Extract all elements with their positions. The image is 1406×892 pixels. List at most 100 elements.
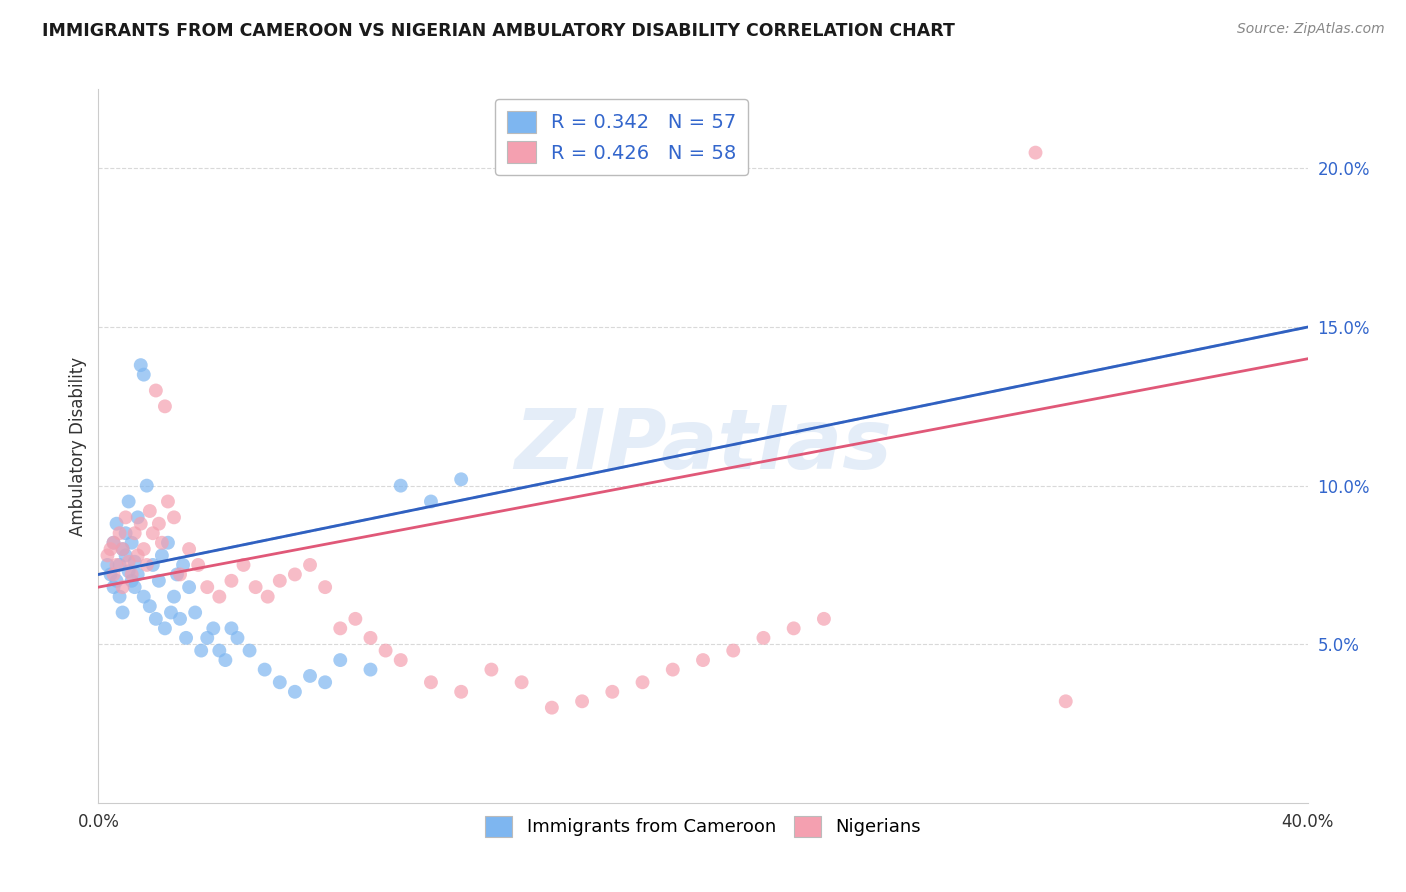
Point — [153, 400, 176, 414]
Point — [253, 663, 276, 677]
Point — [269, 574, 291, 588]
Point — [163, 510, 186, 524]
Point — [329, 621, 352, 635]
Point — [127, 549, 149, 563]
Point — [100, 567, 122, 582]
Point — [153, 621, 176, 635]
Point — [190, 643, 212, 657]
Point — [202, 621, 225, 635]
Point — [132, 542, 155, 557]
Point — [142, 558, 165, 572]
Point — [214, 653, 236, 667]
Point — [105, 558, 128, 572]
Point — [118, 494, 141, 508]
Point — [114, 526, 136, 541]
Point — [232, 558, 254, 572]
Point — [103, 535, 125, 549]
Point — [150, 535, 173, 549]
Point — [108, 558, 131, 572]
Point — [256, 590, 278, 604]
Point — [540, 700, 562, 714]
Point — [174, 631, 197, 645]
Point — [179, 580, 201, 594]
Point — [163, 590, 186, 604]
Point — [172, 558, 194, 572]
Point — [389, 653, 412, 667]
Point — [420, 675, 443, 690]
Point — [103, 580, 125, 594]
Point — [187, 558, 209, 572]
Point — [114, 549, 136, 563]
Point — [127, 567, 149, 582]
Point — [145, 612, 167, 626]
Point — [103, 535, 125, 549]
Point — [179, 542, 201, 557]
Point — [374, 643, 396, 657]
Point — [420, 494, 443, 508]
Point — [148, 516, 170, 531]
Text: IMMIGRANTS FROM CAMEROON VS NIGERIAN AMBULATORY DISABILITY CORRELATION CHART: IMMIGRANTS FROM CAMEROON VS NIGERIAN AMB… — [42, 22, 955, 40]
Point — [111, 542, 134, 557]
Point — [783, 621, 806, 635]
Point — [208, 643, 231, 657]
Point — [121, 574, 143, 588]
Point — [135, 478, 157, 492]
Y-axis label: Ambulatory Disability: Ambulatory Disability — [69, 357, 87, 535]
Point — [360, 663, 382, 677]
Point — [450, 685, 472, 699]
Point — [132, 590, 155, 604]
Point — [96, 549, 118, 563]
Point — [221, 574, 243, 588]
Point — [145, 384, 167, 398]
Point — [269, 675, 291, 690]
Point — [195, 631, 218, 645]
Point — [150, 549, 173, 563]
Point — [124, 526, 146, 541]
Point — [661, 663, 683, 677]
Point — [148, 574, 170, 588]
Point — [108, 526, 131, 541]
Point — [481, 663, 503, 677]
Point — [121, 567, 143, 582]
Point — [108, 590, 131, 604]
Point — [124, 555, 146, 569]
Point — [166, 567, 188, 582]
Point — [139, 504, 162, 518]
Point — [1024, 145, 1046, 160]
Point — [284, 567, 307, 582]
Point — [450, 472, 472, 486]
Point — [752, 631, 775, 645]
Point — [221, 621, 243, 635]
Point — [124, 580, 146, 594]
Text: ZIPatlas: ZIPatlas — [515, 406, 891, 486]
Point — [169, 567, 191, 582]
Point — [135, 558, 157, 572]
Point — [314, 580, 336, 594]
Point — [602, 685, 624, 699]
Point — [127, 510, 149, 524]
Point — [389, 478, 412, 492]
Point — [299, 669, 322, 683]
Point — [510, 675, 533, 690]
Point — [692, 653, 714, 667]
Point — [571, 694, 593, 708]
Point — [129, 358, 152, 372]
Point — [208, 590, 231, 604]
Text: Source: ZipAtlas.com: Source: ZipAtlas.com — [1237, 22, 1385, 37]
Point — [360, 631, 382, 645]
Point — [111, 542, 134, 557]
Legend: Immigrants from Cameroon, Nigerians: Immigrants from Cameroon, Nigerians — [478, 808, 928, 844]
Point — [195, 580, 218, 594]
Point — [1054, 694, 1077, 708]
Point — [156, 535, 179, 549]
Point — [284, 685, 307, 699]
Point — [245, 580, 267, 594]
Point — [160, 606, 183, 620]
Point — [142, 526, 165, 541]
Point — [121, 535, 143, 549]
Point — [111, 606, 134, 620]
Point — [118, 564, 141, 578]
Point — [118, 555, 141, 569]
Point — [132, 368, 155, 382]
Point — [111, 580, 134, 594]
